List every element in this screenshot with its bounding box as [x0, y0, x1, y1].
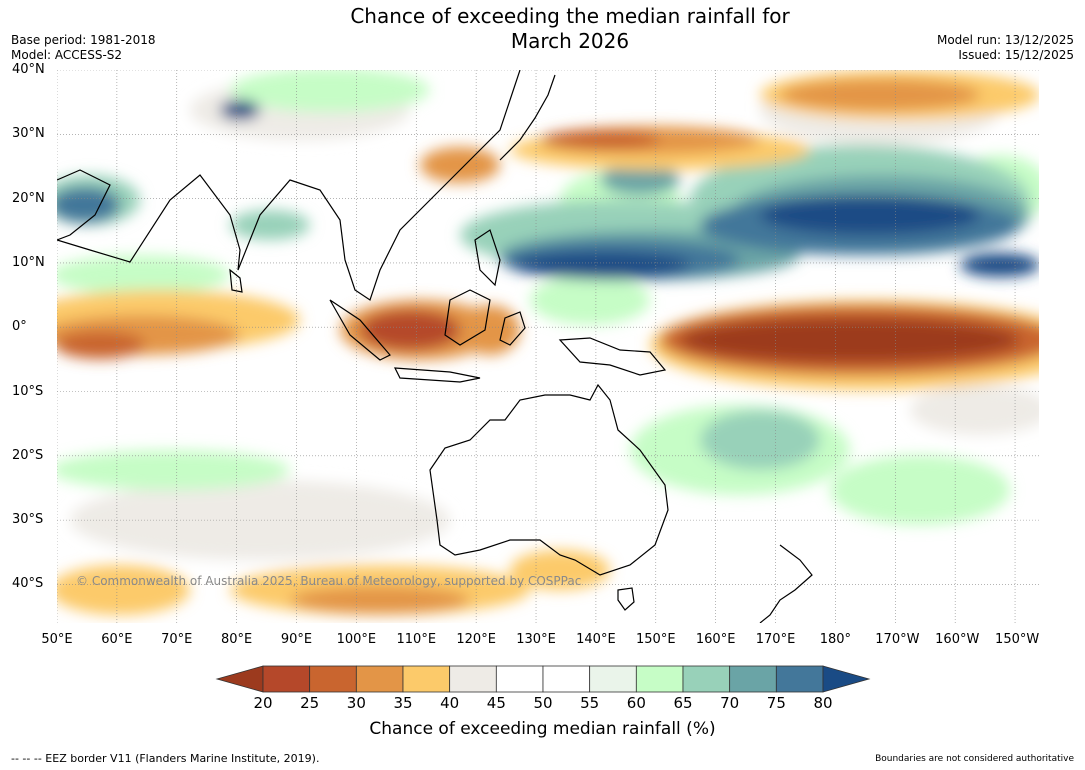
map-title: Chance of exceeding the median rainfall … [0, 4, 1085, 54]
meta-left: Base period: 1981-2018 Model: ACCESS-S2 [11, 33, 156, 63]
probability-field [57, 70, 1039, 615]
colorbar-bin [402, 665, 451, 693]
colorbar-bin [635, 665, 684, 693]
colorbar-tick-label: 35 [393, 694, 413, 712]
longitude-label: 80°E [220, 632, 253, 647]
longitude-label: 170°E [755, 632, 796, 647]
colorbar-bin [309, 665, 357, 693]
colorbar-tick-label: 60 [626, 694, 646, 712]
new-zealand-coast [759, 544, 813, 623]
longitude-label: 60°E [101, 632, 133, 647]
longitude-label: 180° [819, 632, 852, 647]
eez-border-note: -- -- -- EEZ border V11 (Flanders Marine… [11, 752, 320, 765]
asia-coast [57, 70, 521, 301]
colorbar-bin [729, 665, 777, 693]
longitude-label: 140°E [576, 632, 616, 647]
colorbar-extend-low [215, 665, 264, 693]
colorbar-bin [589, 665, 637, 693]
latitude-label: 0° [12, 319, 27, 335]
colorbar-tick-label: 45 [486, 694, 506, 712]
colorbar-tick-label: 40 [440, 694, 460, 712]
colorbar-tick-label: 25 [300, 694, 320, 712]
colorbar-tick-label: 55 [580, 694, 600, 712]
copyright-notice: © Commonwealth of Australia 2025, Bureau… [76, 574, 582, 588]
longitude-label: 110°E [396, 632, 437, 647]
meta-right: Model run: 13/12/2025 Issued: 15/12/2025 [937, 33, 1074, 63]
colorbar-bin [495, 665, 544, 693]
title-line-2: March 2026 [510, 29, 630, 53]
philippines-coast [474, 229, 501, 287]
longitude-label: 70°E [161, 632, 193, 647]
arabia-coast [57, 169, 111, 241]
longitude-label: 160°E [695, 632, 736, 647]
longitude-label: 170°W [875, 632, 920, 647]
longitude-label: 100°E [336, 632, 377, 647]
australia-coast [429, 383, 669, 576]
japan-coast [499, 74, 556, 161]
latitude-label: 40°N [12, 62, 45, 77]
boundary-disclaimer: Boundaries are not considered authoritat… [875, 754, 1074, 764]
latitude-label: 30°S [12, 512, 44, 528]
coastlines [57, 70, 813, 623]
colorbar-bin [355, 665, 404, 693]
latitude-label: 40°S [12, 576, 44, 592]
latitude-label: 10°S [12, 383, 44, 399]
longitude-label: 90°E [280, 632, 313, 647]
latitude-label: 20°N [12, 190, 45, 206]
tasmania-coast [617, 587, 635, 611]
colorbar-label: Chance of exceeding median rainfall (%) [369, 719, 716, 739]
issued-date: Issued: 15/12/2025 [958, 48, 1074, 62]
base-period: Base period: 1981-2018 [11, 33, 156, 47]
longitude-label: 130°E [516, 632, 556, 647]
longitude-label: 160°W [935, 632, 980, 647]
colorbar-tick-label: 50 [533, 694, 553, 712]
model-run: Model run: 13/12/2025 [936, 33, 1074, 47]
graticule [57, 70, 1039, 623]
sulawesi-coast [499, 311, 526, 346]
latitude-label: 30°N [12, 126, 45, 142]
title-line-1: Chance of exceeding the median rainfall … [350, 4, 790, 28]
longitude-label: 50°E [41, 632, 73, 647]
sri-lanka-coast [229, 268, 243, 293]
colorbar-bin [542, 665, 591, 693]
new-guinea-coast [558, 337, 667, 376]
borneo-coast [444, 289, 491, 346]
java-coast [393, 367, 481, 383]
colorbar-tick-label: 65 [673, 694, 693, 712]
colorbar-tick-label: 30 [346, 694, 366, 712]
latitude-label: 10°N [12, 254, 45, 270]
longitude-label: 120°E [456, 632, 496, 647]
colorbar [215, 665, 871, 693]
sumatra-coast [329, 299, 391, 361]
latitude-label: 20°S [12, 447, 44, 463]
colorbar-bin [449, 665, 497, 693]
longitude-label: 150°W [995, 632, 1040, 647]
model-name: Model: ACCESS-S2 [11, 48, 123, 62]
colorbar-tick-label: 80 [813, 694, 833, 712]
colorbar-extend-high [822, 665, 871, 693]
colorbar-bin [262, 665, 311, 693]
colorbar-tick-label: 20 [253, 694, 273, 712]
colorbar-tick-label: 75 [766, 694, 786, 712]
colorbar-tick-label: 70 [720, 694, 740, 712]
colorbar-bin [775, 665, 824, 693]
colorbar-bin [682, 665, 731, 693]
longitude-label: 150°E [636, 632, 676, 647]
